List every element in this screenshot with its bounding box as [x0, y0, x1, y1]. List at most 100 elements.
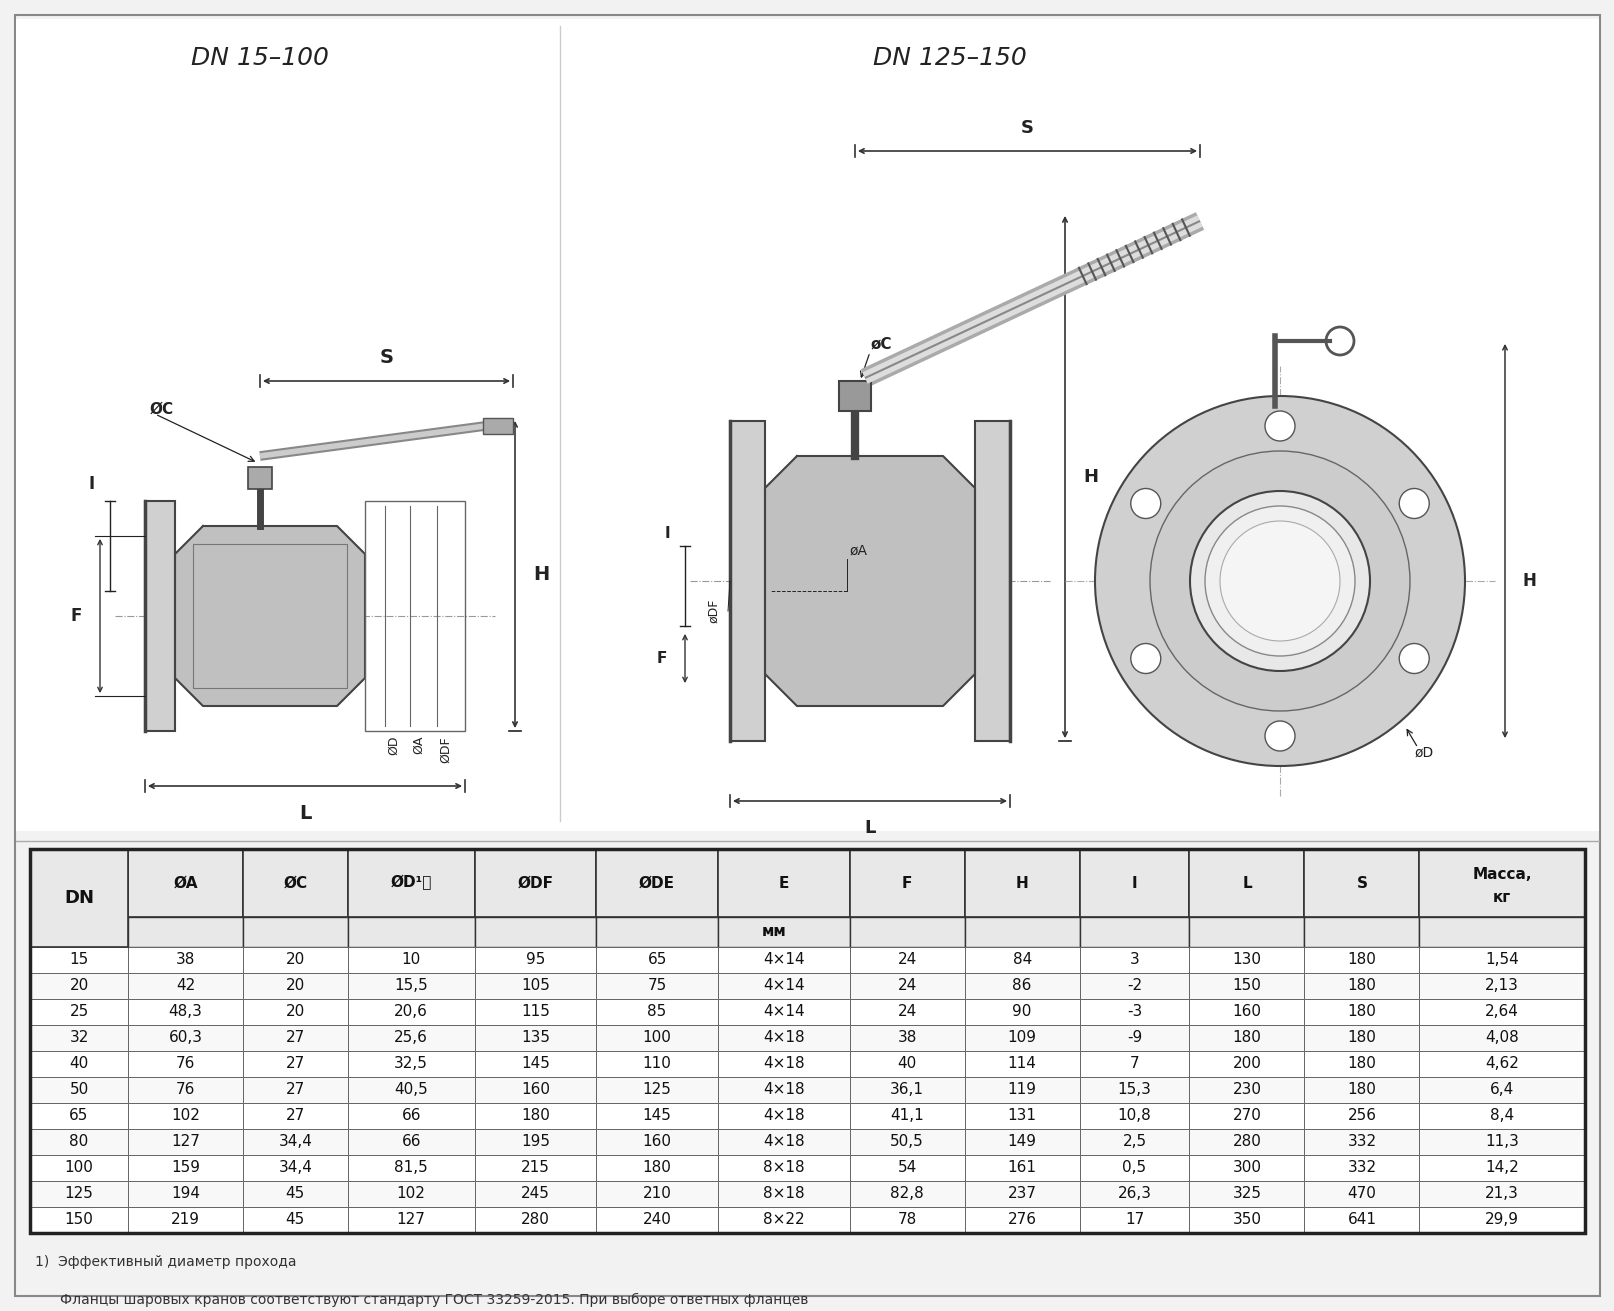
- Text: 25,6: 25,6: [394, 1030, 428, 1045]
- Text: 159: 159: [171, 1160, 200, 1176]
- Text: 95: 95: [526, 953, 544, 968]
- Text: 36,1: 36,1: [889, 1083, 923, 1097]
- Text: 145: 145: [642, 1109, 671, 1124]
- Text: -3: -3: [1127, 1004, 1141, 1020]
- Bar: [128, 973, 242, 999]
- Bar: [596, 947, 718, 973]
- Text: 325: 325: [1231, 1186, 1261, 1201]
- Text: 102: 102: [397, 1186, 426, 1201]
- Bar: [128, 1129, 242, 1155]
- Bar: [347, 916, 475, 947]
- Bar: [718, 1155, 849, 1181]
- Bar: [596, 1078, 718, 1103]
- Text: 27: 27: [286, 1083, 305, 1097]
- Text: 1)  Эффективный диаметр прохода: 1) Эффективный диаметр прохода: [36, 1255, 297, 1269]
- Text: 105: 105: [521, 978, 549, 994]
- Text: L: L: [863, 819, 875, 836]
- Text: DN: DN: [65, 889, 94, 907]
- Text: 78: 78: [897, 1213, 917, 1227]
- Bar: [242, 1103, 347, 1129]
- Text: 150: 150: [65, 1213, 94, 1227]
- Bar: [1078, 850, 1190, 916]
- Text: 230: 230: [1231, 1083, 1261, 1097]
- Text: 66: 66: [402, 1109, 421, 1124]
- Bar: [964, 1025, 1078, 1051]
- Text: 86: 86: [1012, 978, 1031, 994]
- Bar: [1078, 1078, 1190, 1103]
- Text: 332: 332: [1346, 1134, 1375, 1150]
- Text: 8×22: 8×22: [762, 1213, 804, 1227]
- Text: 20: 20: [286, 953, 305, 968]
- Bar: [1419, 1181, 1583, 1207]
- Text: 38: 38: [176, 953, 195, 968]
- Bar: [1304, 947, 1419, 973]
- Bar: [718, 973, 849, 999]
- Bar: [31, 850, 1583, 1234]
- Bar: [975, 421, 1009, 741]
- Bar: [475, 1155, 596, 1181]
- Bar: [1190, 1129, 1304, 1155]
- Bar: [1419, 1155, 1583, 1181]
- Text: 11,3: 11,3: [1485, 1134, 1519, 1150]
- Text: 40: 40: [897, 1057, 917, 1071]
- Text: S: S: [379, 347, 394, 367]
- Bar: [1419, 916, 1583, 947]
- Text: 76: 76: [176, 1083, 195, 1097]
- Bar: [242, 1051, 347, 1078]
- Text: DN 125–150: DN 125–150: [873, 46, 1027, 69]
- Bar: [242, 1025, 347, 1051]
- Text: 27: 27: [286, 1057, 305, 1071]
- Text: ØA: ØA: [173, 876, 197, 890]
- Text: 100: 100: [65, 1160, 94, 1176]
- Circle shape: [1204, 506, 1354, 656]
- Bar: [475, 973, 596, 999]
- Bar: [1419, 973, 1583, 999]
- Text: 41,1: 41,1: [889, 1109, 923, 1124]
- Text: 115: 115: [521, 1004, 549, 1020]
- Text: I: I: [89, 475, 95, 493]
- Bar: [475, 1129, 596, 1155]
- Text: 17: 17: [1125, 1213, 1143, 1227]
- Bar: [128, 850, 242, 916]
- Bar: [964, 1078, 1078, 1103]
- Bar: [31, 947, 128, 973]
- Bar: [1419, 947, 1583, 973]
- Text: 110: 110: [642, 1057, 671, 1071]
- Bar: [964, 916, 1078, 947]
- Bar: [718, 850, 849, 916]
- Text: -9: -9: [1127, 1030, 1141, 1045]
- Bar: [145, 501, 174, 732]
- Text: 219: 219: [171, 1213, 200, 1227]
- Circle shape: [1094, 396, 1464, 766]
- Bar: [475, 1103, 596, 1129]
- Bar: [475, 1025, 596, 1051]
- Text: ØC: ØC: [150, 401, 174, 417]
- Text: 80: 80: [69, 1134, 89, 1150]
- Bar: [128, 1078, 242, 1103]
- Text: 160: 160: [1231, 1004, 1261, 1020]
- Text: 3: 3: [1128, 953, 1139, 968]
- Bar: [31, 850, 128, 916]
- Bar: [849, 1051, 964, 1078]
- Text: 34,4: 34,4: [278, 1160, 312, 1176]
- Bar: [718, 1078, 849, 1103]
- Bar: [596, 1181, 718, 1207]
- Text: 4×18: 4×18: [762, 1134, 804, 1150]
- Bar: [31, 850, 128, 947]
- Bar: [1304, 1103, 1419, 1129]
- Bar: [475, 1078, 596, 1103]
- Bar: [1190, 1103, 1304, 1129]
- Text: 24: 24: [897, 1004, 917, 1020]
- Bar: [730, 421, 765, 741]
- Bar: [1419, 1129, 1583, 1155]
- Bar: [849, 1129, 964, 1155]
- Bar: [1078, 1103, 1190, 1129]
- Bar: [242, 916, 347, 947]
- Bar: [347, 1078, 475, 1103]
- Text: S: S: [1020, 119, 1033, 138]
- Text: 240: 240: [642, 1213, 671, 1227]
- Bar: [718, 916, 849, 947]
- Text: 38: 38: [897, 1030, 917, 1045]
- Bar: [1078, 1181, 1190, 1207]
- Text: 45: 45: [286, 1186, 305, 1201]
